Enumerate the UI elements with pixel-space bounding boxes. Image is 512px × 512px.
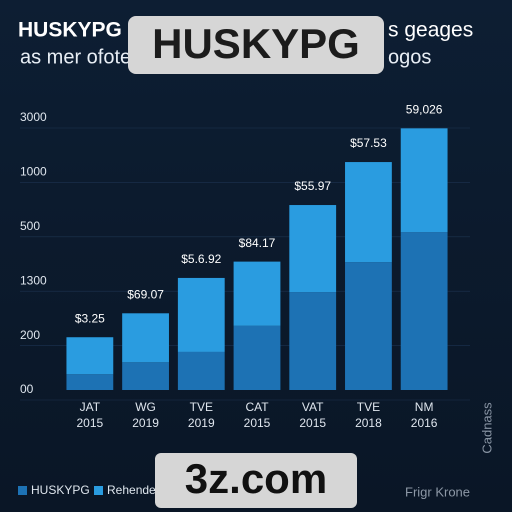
title: HUSKYPG [18,19,122,42]
bar-segment [177,277,225,352]
bar-segment [177,351,225,390]
bar-segment [400,128,448,233]
x-tick-label: 2019 [132,416,159,430]
bar-label: $69.07 [127,287,164,301]
watermark-box [155,453,357,508]
legend-label: Rehende [107,483,156,497]
x-tick-label: 2016 [411,416,438,430]
legend-label: HUSKYPG [31,483,90,497]
x-tick-label: 2015 [244,416,271,430]
y-axis-label: 200 [20,328,40,342]
y-axis-label: 1000 [20,165,47,179]
x-tick-label: 2015 [299,416,326,430]
side-note: Cadnass [479,402,494,454]
legend-swatch [94,486,103,495]
plot: 00 200 1300 500 1000 3000 $3.25 JAT 2015 $69.07 WG… [20,103,470,430]
x-tick-label: TVE [190,400,213,414]
bar-segment [66,374,114,390]
bar-segment [233,261,281,326]
footer-note: Frigr Krone [405,484,470,499]
bar-segment [66,337,114,375]
bar-segment [289,292,337,390]
y-axis-label: 00 [20,382,34,396]
x-tick-label: VAT [302,400,324,414]
legend: HUSKYPG Rehende [18,483,156,497]
x-tick-label: 2015 [77,416,104,430]
subtitle: as mer ofote [20,46,131,68]
legend-swatch [18,486,27,495]
y-axis-label: 1300 [20,273,47,287]
bar-label: 59,026 [406,103,443,117]
bar-label: $84.17 [239,236,276,250]
bar-segment [233,325,281,390]
x-tick-label: 2018 [355,416,382,430]
bar-segment [122,313,169,363]
x-tick-label: TVE [357,400,380,414]
title-tail: s geages [388,19,473,42]
watermark-box [128,16,384,74]
bar-label: $3.25 [75,311,105,325]
y-axis-label: 500 [20,219,40,233]
bar-segment [345,262,392,390]
bar-label: $57.53 [350,136,387,150]
x-tick-label: WG [135,400,156,414]
x-tick-label: NM [415,400,434,414]
y-axis-label: 3000 [20,110,47,124]
x-tick-label: CAT [245,400,269,414]
watermark: 3z.com [185,455,327,502]
x-tick-label: 2019 [188,416,215,430]
bar-segment [345,162,392,263]
watermark: HUSKYPG [152,20,360,67]
bar-label: $55.97 [294,179,331,193]
bar-segment [122,362,169,390]
bar-segment [400,232,448,390]
bar-label: $5.6.92 [181,252,221,266]
x-tick-label: JAT [80,400,101,414]
bar-segment [289,205,337,293]
subtitle-tail: ogos [388,46,431,68]
